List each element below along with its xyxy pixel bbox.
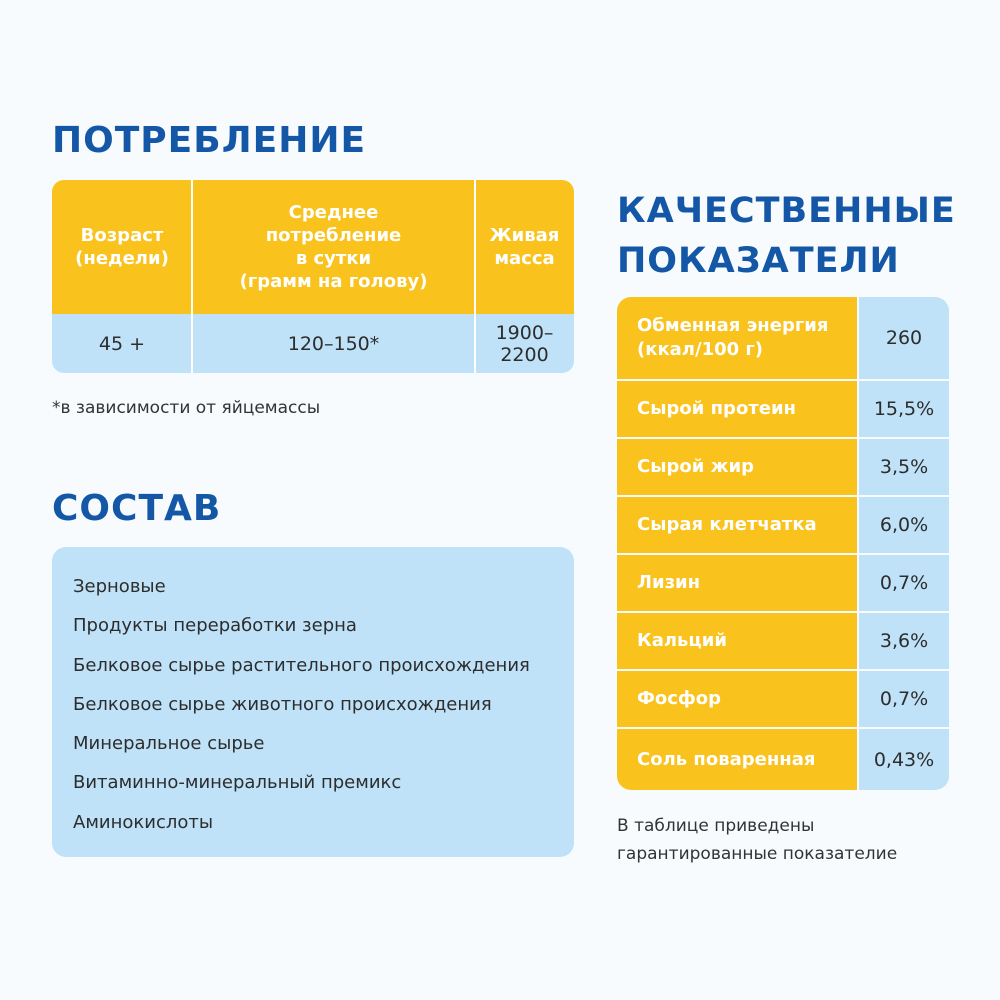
cell-live-weight: 1900–2200 (495, 321, 554, 366)
header-age: Возраст (недели) (75, 225, 169, 269)
consumption-title: ПОТРЕБЛЕНИЕ (52, 120, 367, 161)
composition-item: Аминокислоты (73, 811, 214, 833)
quality-value: 260 (859, 297, 949, 379)
composition-item: Белковое сырье растительного происхожден… (73, 654, 530, 676)
composition-title: СОСТАВ (52, 488, 222, 529)
consumption-table-row: 45 + 120–150* 1900–2200 (52, 314, 574, 373)
quality-row: Сырая клетчатка 6,0% (617, 497, 949, 553)
quality-title: КАЧЕСТВЕННЫЕ ПОКАЗАТЕЛИ (617, 186, 956, 286)
quality-table: Обменная энергия (ккал/100 г) 260 Сырой … (617, 297, 949, 790)
quality-label: Сырой жир (617, 439, 857, 495)
quality-title-line1: КАЧЕСТВЕННЫЕ (617, 191, 956, 231)
quality-label: Сырой протеин (617, 381, 857, 437)
quality-value: 3,6% (859, 613, 949, 669)
quality-row: Сырой жир 3,5% (617, 439, 949, 495)
composition-item: Витаминно-минеральный премикс (73, 772, 402, 794)
header-daily-intake: Среднее потребление в сутки (грамм на го… (239, 202, 428, 292)
quality-value: 0,43% (859, 729, 949, 790)
quality-value: 15,5% (859, 381, 949, 437)
consumption-table: Возраст (недели) Среднее потребление в с… (52, 180, 574, 373)
quality-label: Фосфор (617, 671, 857, 727)
quality-row: Лизин 0,7% (617, 555, 949, 611)
consumption-table-header: Возраст (недели) Среднее потребление в с… (52, 180, 574, 314)
quality-value: 3,5% (859, 439, 949, 495)
quality-row: Обменная энергия (ккал/100 г) 260 (617, 297, 949, 379)
composition-panel: Зерновые Продукты переработки зерна Белк… (52, 547, 574, 857)
quality-value: 0,7% (859, 555, 949, 611)
quality-row: Кальций 3,6% (617, 613, 949, 669)
composition-item: Зерновые (73, 576, 166, 597)
composition-item: Продукты переработки зерна (73, 615, 357, 637)
quality-label: Кальций (617, 613, 857, 669)
cell-daily-intake: 120–150* (287, 332, 380, 355)
quality-label: Сырая клетчатка (617, 497, 857, 553)
column-divider (191, 180, 193, 373)
column-divider (474, 180, 476, 373)
header-live-weight: Живая масса (489, 225, 560, 269)
composition-item: Белковое сырье животного происхождения (73, 693, 492, 715)
quality-title-line2: ПОКАЗАТЕЛИ (617, 241, 900, 281)
quality-label: Соль поваренная (617, 729, 857, 790)
quality-row: Соль поваренная 0,43% (617, 729, 949, 790)
composition-item: Минеральное сырье (73, 733, 265, 755)
cell-age: 45 + (98, 332, 146, 355)
quality-label: Лизин (617, 555, 857, 611)
quality-row: Фосфор 0,7% (617, 671, 949, 727)
quality-row: Сырой протеин 15,5% (617, 381, 949, 437)
quality-value: 0,7% (859, 671, 949, 727)
quality-label: Обменная энергия (ккал/100 г) (617, 297, 857, 379)
consumption-footnote: *в зависимости от яйцемассы (52, 398, 321, 418)
quality-footnote: В таблице приведены гарантированные пока… (617, 816, 898, 864)
quality-value: 6,0% (859, 497, 949, 553)
